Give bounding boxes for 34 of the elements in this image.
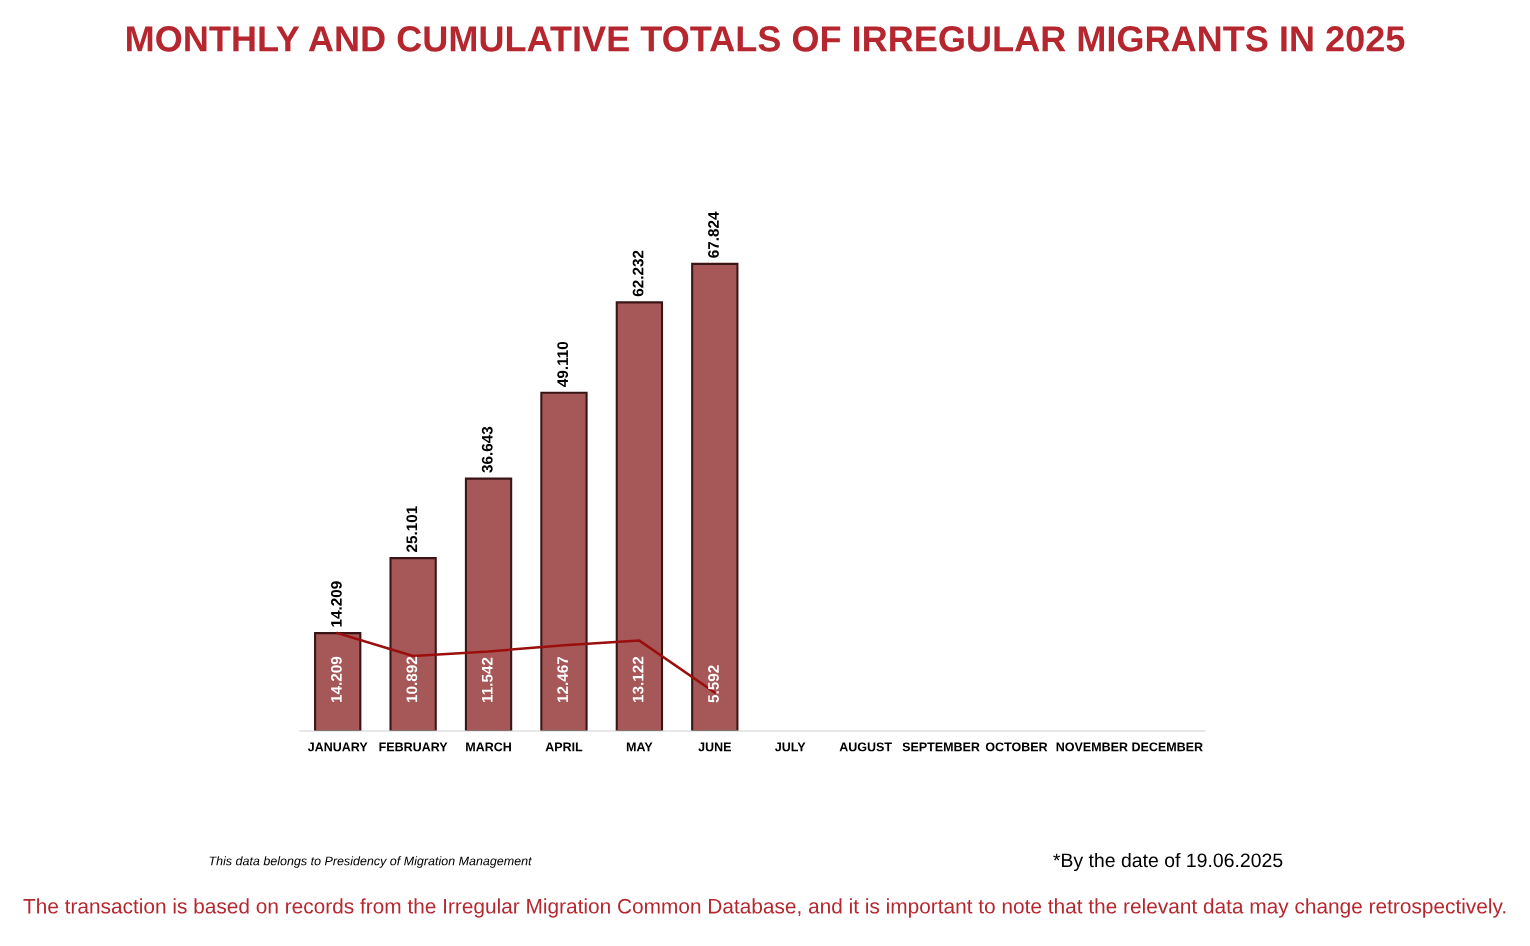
data-label: 14.209 xyxy=(330,581,342,627)
data-label: 14.209 xyxy=(330,656,342,703)
text: The transaction is based on records from the Irregular Migration Common Database, and it is important to note that the relevant data may change retrospectively. xyxy=(23,898,1506,918)
x-tick-label: FEBRUARY xyxy=(379,742,448,752)
bar xyxy=(464,477,513,731)
chart-title: MONTHLY AND CUMULATIVE TOTALS OF IRREGULAR MIGRANTS IN 2025 xyxy=(127,26,1405,52)
text: This data belongs to Presidency of Migration Management xyxy=(209,856,532,868)
x-tick-label: DECEMBER xyxy=(1132,742,1203,752)
x-tick-label: JANUARY xyxy=(307,742,368,752)
bar xyxy=(314,632,362,731)
x-tick-label: AUGUST xyxy=(839,742,892,752)
data-label: 13.122 xyxy=(632,656,644,703)
bar xyxy=(691,262,739,731)
text: *By the date of 19.06.2025 xyxy=(1053,852,1283,872)
data-label: 62.232 xyxy=(632,250,644,297)
data-label: 10.892 xyxy=(406,656,418,703)
x-tick-label: OCTOBER xyxy=(985,742,1048,752)
data-label: 12.467 xyxy=(557,656,569,703)
x-tick-label: APRIL xyxy=(545,742,583,752)
data-label: 11.542 xyxy=(481,657,493,703)
data-label: 49.110 xyxy=(557,341,569,387)
x-tick-label: MAY xyxy=(626,742,653,752)
data-label: 5.592 xyxy=(708,665,719,703)
x-tick-label: JULY xyxy=(774,742,806,752)
bar xyxy=(540,391,588,731)
x-tick-label: SEPTEMBER xyxy=(902,742,980,752)
x-tick-label: JUNE xyxy=(698,742,731,752)
x-tick-label: NOVEMBER xyxy=(1056,742,1128,752)
data-label: 25.101 xyxy=(406,506,418,552)
x-tick-label: MARCH xyxy=(466,742,511,752)
data-label: 36.643 xyxy=(481,426,493,473)
data-label: 67.824 xyxy=(708,211,719,258)
bar xyxy=(615,301,664,731)
bar xyxy=(389,557,437,731)
